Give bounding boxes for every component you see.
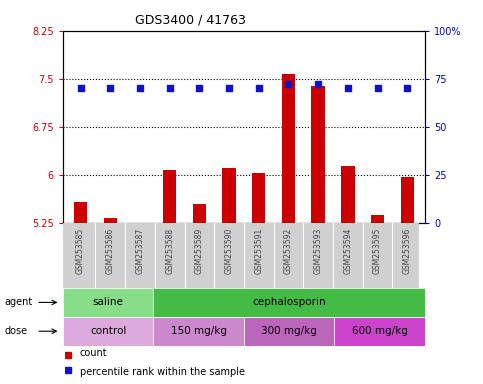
Text: GSM253585: GSM253585 (76, 228, 85, 274)
Text: GSM253590: GSM253590 (225, 228, 234, 274)
Text: 300 mg/kg: 300 mg/kg (261, 326, 317, 336)
Text: GSM253594: GSM253594 (343, 228, 352, 274)
Bar (163, 170, 176, 223)
Bar (222, 168, 236, 223)
Point (136, 85, 144, 91)
Text: GSM253595: GSM253595 (373, 228, 382, 274)
Text: saline: saline (93, 297, 124, 308)
Point (225, 85, 233, 91)
Text: dose: dose (5, 326, 28, 336)
Bar (252, 173, 266, 223)
Point (344, 85, 352, 91)
Bar (400, 177, 414, 223)
Text: GSM253588: GSM253588 (165, 228, 174, 274)
Bar (335, 317, 425, 346)
Point (284, 81, 292, 88)
Point (106, 85, 114, 91)
Text: cephalosporin: cephalosporin (253, 297, 326, 308)
Text: GDS3400 / 41763: GDS3400 / 41763 (135, 13, 246, 26)
Text: GSM253587: GSM253587 (136, 228, 144, 274)
Point (403, 85, 411, 91)
Text: 150 mg/kg: 150 mg/kg (170, 326, 227, 336)
Bar (74, 202, 87, 223)
Point (77, 85, 85, 91)
Bar (104, 218, 117, 223)
Point (255, 85, 263, 91)
Bar (282, 74, 295, 223)
Bar (63, 317, 154, 346)
Text: 600 mg/kg: 600 mg/kg (352, 326, 408, 336)
Text: GSM253592: GSM253592 (284, 228, 293, 274)
Text: GSM253589: GSM253589 (195, 228, 204, 274)
Text: agent: agent (5, 297, 33, 308)
Bar (154, 288, 425, 317)
Bar (371, 215, 384, 223)
Bar (193, 204, 206, 223)
Text: percentile rank within the sample: percentile rank within the sample (80, 367, 245, 377)
Bar (244, 317, 334, 346)
Text: GSM253593: GSM253593 (313, 228, 323, 274)
Bar (341, 166, 355, 223)
Text: control: control (90, 326, 126, 336)
Bar (63, 288, 154, 317)
Point (314, 81, 322, 88)
Text: GSM253586: GSM253586 (106, 228, 115, 274)
Text: count: count (80, 348, 107, 358)
Text: GSM253591: GSM253591 (254, 228, 263, 274)
Bar (154, 317, 244, 346)
Bar (312, 86, 325, 223)
Text: GSM253596: GSM253596 (403, 228, 412, 274)
Point (374, 85, 382, 91)
Point (166, 85, 173, 91)
Point (196, 85, 203, 91)
